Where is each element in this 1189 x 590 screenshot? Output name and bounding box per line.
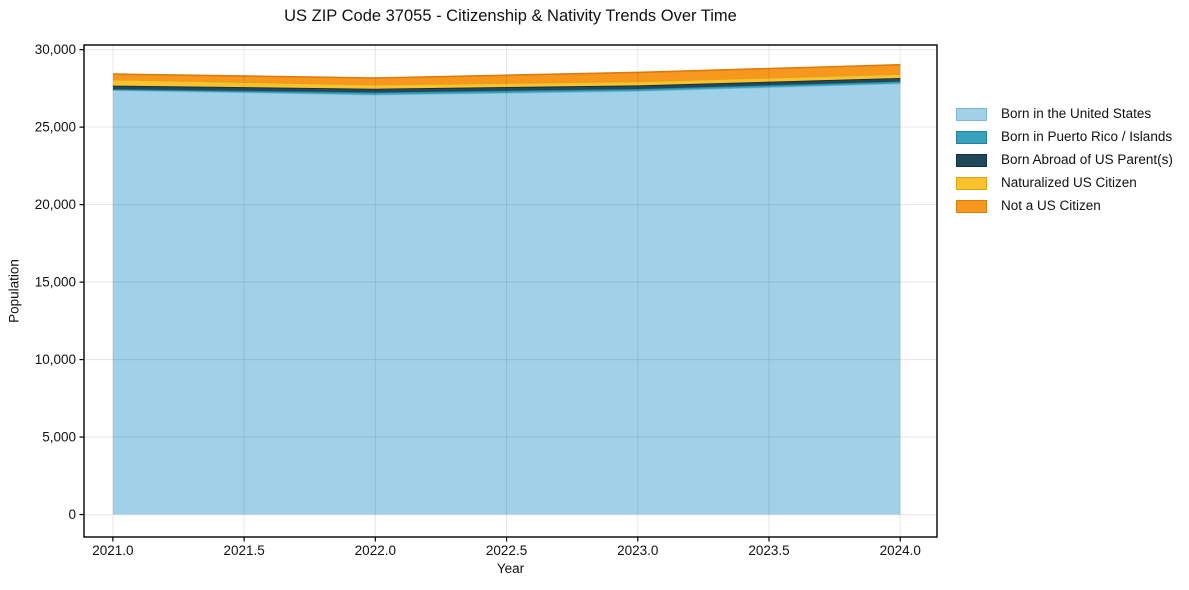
- x-tick-label: 2021.5: [223, 543, 264, 558]
- x-tick-label: 2022.5: [486, 543, 527, 558]
- legend-swatch-born-in-puerto-rico-islands: [956, 130, 987, 144]
- x-axis-label: Year: [496, 561, 525, 576]
- y-tick-label: 0: [68, 507, 76, 522]
- legend-item-naturalized-us-citizen: Naturalized US Citizen: [956, 175, 1173, 191]
- legend-swatch-naturalized-us-citizen: [956, 176, 987, 190]
- area-edge-not-a-us-citizen: [112, 63, 901, 79]
- y-tick-label: 15,000: [35, 275, 76, 290]
- legend-label: Born in the United States: [1001, 106, 1152, 121]
- x-tick-label: 2022.0: [355, 543, 396, 558]
- y-tick-label: 25,000: [35, 120, 76, 135]
- legend-item-born-in-the-united-states: Born in the United States: [956, 106, 1173, 122]
- y-tick-label: 5,000: [42, 430, 76, 445]
- area-born-abroad-of-us-parent-s: [112, 78, 901, 93]
- y-axis-label: Population: [6, 259, 22, 323]
- legend-swatch-born-abroad-of-us-parent-s: [956, 153, 987, 167]
- y-tick-label: 20,000: [35, 197, 76, 212]
- x-tick-label: 2023.5: [748, 543, 789, 558]
- legend-label: Born Abroad of US Parent(s): [1001, 152, 1173, 167]
- legend-label: Born in Puerto Rico / Islands: [1001, 129, 1173, 144]
- plot-border: [83, 44, 938, 538]
- area-not-a-us-citizen: [112, 64, 901, 85]
- y-tick-label: 30,000: [35, 42, 76, 57]
- x-tick-label: 2021.0: [92, 543, 133, 558]
- legend-item-born-abroad-of-us-parent-s: Born Abroad of US Parent(s): [956, 152, 1173, 168]
- legend-item-not-a-us-citizen: Not a US Citizen: [956, 198, 1173, 214]
- x-tick-label: 2024.0: [880, 543, 921, 558]
- area-naturalized-us-citizen: [112, 74, 901, 89]
- legend-swatch-born-in-the-united-states: [956, 107, 987, 121]
- legend-label: Not a US Citizen: [1001, 198, 1101, 213]
- legend-label: Naturalized US Citizen: [1001, 175, 1137, 190]
- area-born-in-the-united-states: [112, 83, 901, 515]
- area-born-in-puerto-rico-islands: [112, 81, 901, 95]
- y-tick-label: 10,000: [35, 352, 76, 367]
- x-tick-label: 2023.0: [617, 543, 658, 558]
- legend-item-born-in-puerto-rico-islands: Born in Puerto Rico / Islands: [956, 129, 1173, 145]
- legend-swatch-not-a-us-citizen: [956, 199, 987, 213]
- legend: Born in the United States Born in Puerto …: [956, 106, 1173, 214]
- chart-title: US ZIP Code 37055 - Citizenship & Nativi…: [284, 7, 737, 25]
